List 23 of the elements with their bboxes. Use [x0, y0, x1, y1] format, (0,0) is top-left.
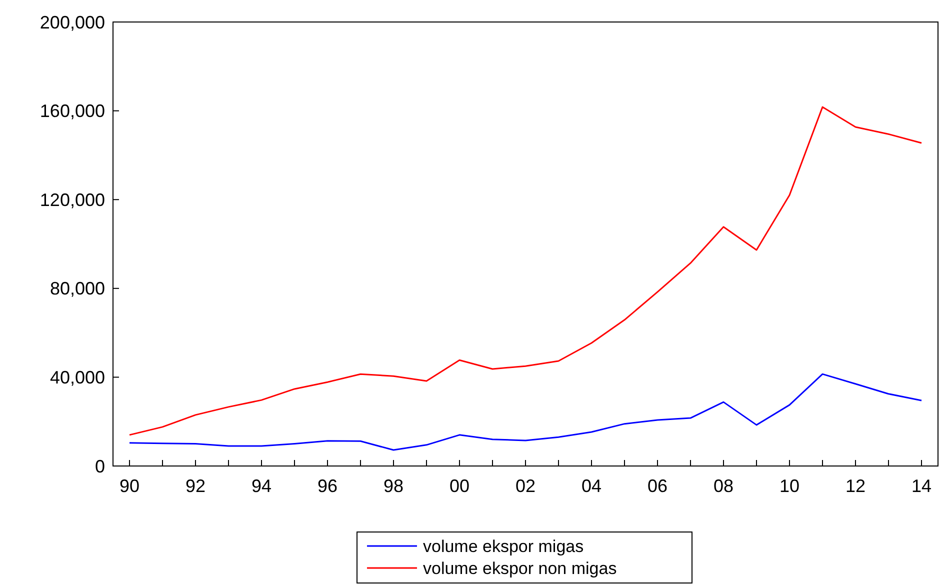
x-tick-label: 12: [845, 476, 866, 496]
x-tick-label: 96: [317, 476, 338, 496]
x-tick-label: 04: [581, 476, 602, 496]
y-tick-label: 80,000: [50, 278, 105, 299]
x-tick-label: 08: [713, 476, 734, 496]
x-tick-label: 92: [185, 476, 206, 496]
x-tick-label: 06: [647, 476, 668, 496]
legend-label: volume ekspor migas: [423, 537, 584, 556]
x-tick-label: 90: [119, 476, 140, 496]
x-tick-label: 14: [911, 476, 932, 496]
x-tick-label: 02: [515, 476, 536, 496]
x-tick-label: 10: [779, 476, 800, 496]
y-tick-label: 200,000: [40, 12, 105, 32]
line-series: [128, 106, 922, 436]
x-tick-label: 94: [251, 476, 272, 496]
y-tick-label: 40,000: [50, 368, 105, 388]
x-tick-label: 98: [383, 476, 404, 496]
x-tick-label: 00: [449, 476, 470, 496]
y-tick-label: 0: [94, 456, 105, 476]
legend-label: volume ekspor non migas: [423, 559, 617, 578]
line-series: [128, 373, 922, 451]
y-tick-label: 160,000: [40, 101, 105, 122]
y-tick-label: 120,000: [40, 190, 105, 210]
